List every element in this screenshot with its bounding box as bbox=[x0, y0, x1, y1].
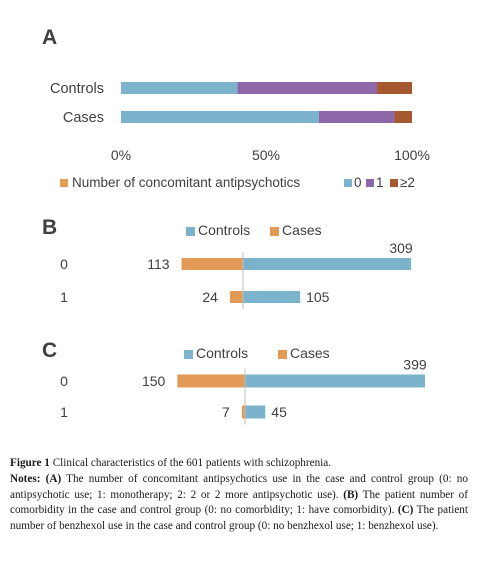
panel-b-legend-marker bbox=[186, 227, 195, 236]
panel-a-x-tick: 0% bbox=[111, 147, 131, 163]
panel-c-legend-label: Cases bbox=[290, 345, 330, 361]
panel-a-bar-1 bbox=[237, 82, 378, 94]
panel-a-legend-label: 0 bbox=[354, 175, 362, 190]
panel-c-bar-controls bbox=[245, 374, 425, 388]
panel-c-bar-controls bbox=[245, 405, 266, 419]
panel-c-value-controls: 399 bbox=[403, 357, 427, 373]
panel-c-category-label: 0 bbox=[60, 373, 68, 389]
panel-a-legend-title-marker bbox=[60, 179, 68, 187]
caption-notes: Notes: (A) The number of concomitant ant… bbox=[10, 472, 468, 534]
panel-c-label: C bbox=[42, 339, 57, 362]
panel-b-value-controls: 105 bbox=[306, 289, 330, 305]
panel-b-value-cases: 24 bbox=[202, 289, 218, 305]
panel-a-bar-1 bbox=[318, 111, 395, 123]
panel-a-bar-ge2 bbox=[377, 82, 412, 94]
panel-a-bar-ge2 bbox=[394, 111, 412, 123]
panel-b-label: B bbox=[42, 216, 57, 239]
panel-c-category-label: 1 bbox=[60, 404, 68, 420]
panel-a-bar-0 bbox=[121, 82, 238, 94]
panel-c-bar-cases bbox=[241, 405, 245, 419]
panel-b-value-controls: 309 bbox=[389, 240, 413, 256]
panel-c-value-cases: 7 bbox=[222, 404, 230, 420]
panel-a-bar-0 bbox=[121, 111, 319, 123]
panel-b-bar-controls bbox=[243, 258, 412, 270]
notes-label: Notes: bbox=[10, 473, 41, 486]
chart-canvas: A Controls Cases 0% 50% 100% Number of concomi… bbox=[42, 26, 430, 425]
panel-a-category-label: Cases bbox=[63, 110, 104, 126]
note-a-text: The number of concomitant antipsychotics… bbox=[10, 473, 468, 501]
figure-label: Figure 1 bbox=[10, 457, 50, 469]
panel-a-legend-marker bbox=[366, 179, 374, 187]
note-b-label: (B) bbox=[343, 488, 359, 501]
note-b-text: The patient number of comorbidity in the… bbox=[10, 488, 468, 517]
note-c-text: The patient number of benzhexol use in t… bbox=[10, 504, 468, 532]
panel-a-category-label: Controls bbox=[50, 81, 104, 97]
figure-caption: Figure 1 Clinical characteristics of the… bbox=[10, 456, 468, 535]
panel-a-x-tick: 100% bbox=[394, 147, 430, 163]
panel-a-label: A bbox=[42, 26, 57, 49]
panel-c-legend-marker bbox=[184, 350, 193, 359]
figure-title: Clinical characteristics of the 601 pati… bbox=[49, 457, 332, 469]
panel-a-legend-label: ≥2 bbox=[400, 175, 415, 190]
panel-b-bar-cases bbox=[229, 291, 243, 303]
caption-title-line: Figure 1 Clinical characteristics of the… bbox=[10, 456, 468, 471]
panel-c-value-controls: 45 bbox=[271, 404, 287, 420]
note-a-label: (A) bbox=[45, 473, 62, 486]
panel-b-category-label: 1 bbox=[60, 289, 68, 305]
panel-b-bar-controls bbox=[243, 291, 301, 303]
panel-c-legend-marker bbox=[278, 350, 287, 359]
panel-c-bar-cases bbox=[177, 374, 245, 388]
panel-a-legend-marker bbox=[390, 179, 398, 187]
panel-c-legend-label: Controls bbox=[196, 345, 248, 361]
panel-b-value-cases: 113 bbox=[147, 256, 170, 272]
panel-b-bar-cases bbox=[181, 258, 243, 270]
panel-b-legend-label: Cases bbox=[282, 222, 322, 238]
panel-a-legend-marker bbox=[344, 179, 352, 187]
note-c-label: (C) bbox=[397, 504, 414, 517]
panel-c-value-cases: 150 bbox=[142, 373, 166, 389]
panel-a-legend-title: Number of concomitant antipsychotics bbox=[72, 175, 300, 190]
panel-b-legend-marker bbox=[270, 227, 279, 236]
panel-b-legend-label: Controls bbox=[198, 222, 250, 238]
panel-a-x-tick: 50% bbox=[252, 147, 280, 163]
panel-a-legend-label: 1 bbox=[376, 175, 384, 190]
panel-b-category-label: 0 bbox=[60, 256, 68, 272]
